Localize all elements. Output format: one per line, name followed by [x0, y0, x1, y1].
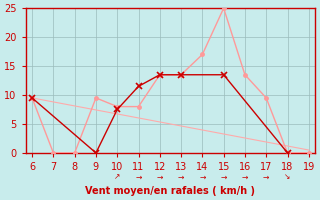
X-axis label: Vent moyen/en rafales ( km/h ): Vent moyen/en rafales ( km/h )	[85, 186, 255, 196]
Text: →: →	[242, 172, 248, 181]
Text: →: →	[178, 172, 184, 181]
Text: ↘: ↘	[284, 172, 291, 181]
Text: →: →	[263, 172, 269, 181]
Text: →: →	[156, 172, 163, 181]
Text: →: →	[220, 172, 227, 181]
Text: →: →	[199, 172, 205, 181]
Text: →: →	[135, 172, 142, 181]
Text: ↗: ↗	[114, 172, 120, 181]
